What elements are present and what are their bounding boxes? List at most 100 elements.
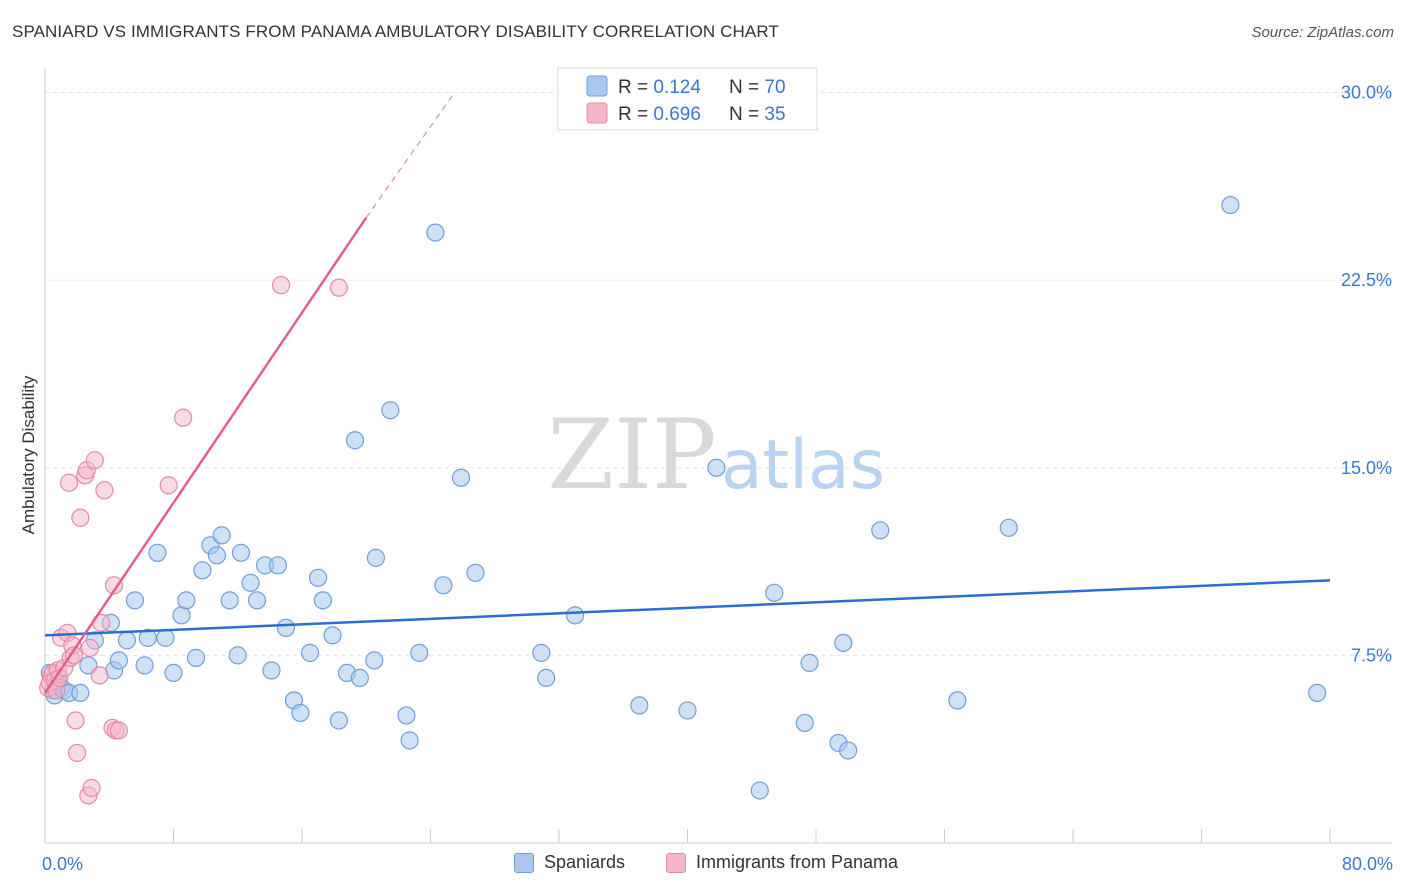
- spaniards-point: [1221, 195, 1240, 215]
- spaniards-point: [630, 696, 649, 715]
- panama-point: [80, 638, 100, 657]
- legend-r-value-2: 0.696: [653, 104, 701, 125]
- legend-n-value-1: 70: [764, 77, 785, 98]
- spaniards-point: [765, 583, 784, 602]
- spaniards-point: [300, 643, 320, 662]
- spaniards-point: [532, 643, 551, 662]
- spaniards-point: [138, 628, 157, 647]
- panama-point: [174, 408, 193, 427]
- legend-box: R = 0.124 N = 70 R = 0.696 N = 35: [557, 67, 818, 131]
- x-tick-label-max: 80.0%: [1342, 854, 1393, 874]
- legend-n-label-2: N =: [729, 104, 764, 125]
- gridlines: [45, 92, 1392, 656]
- y-tick-label: 15.0%: [1341, 458, 1392, 478]
- spaniards-point: [125, 591, 145, 610]
- spaniards-point: [109, 651, 128, 670]
- panama-points: [39, 276, 349, 805]
- spaniards-point: [345, 431, 365, 450]
- legend-label-spaniards: Spaniards: [544, 852, 626, 872]
- legend-n-label-1: N =: [729, 77, 764, 98]
- legend-swatch-spaniards: [514, 852, 534, 873]
- spaniards-points: [40, 195, 1327, 800]
- spaniards-point: [366, 548, 385, 567]
- watermark-zip: ZIP: [547, 399, 716, 511]
- spaniards-point: [228, 646, 247, 665]
- panama-point: [66, 711, 85, 730]
- spaniards-point: [323, 626, 342, 645]
- spaniards-point: [678, 701, 697, 720]
- spaniards-point: [329, 711, 349, 730]
- axes: [44, 68, 1392, 844]
- spaniards-point: [156, 628, 175, 647]
- panama-point: [109, 721, 128, 740]
- panama-point: [329, 278, 349, 297]
- chart-title: SPANIARD VS IMMIGRANTS FROM PANAMA AMBUL…: [12, 22, 779, 41]
- svg-text:N = 70: N = 70: [729, 77, 786, 98]
- spaniards-point: [212, 526, 231, 545]
- spaniards-point: [186, 648, 206, 667]
- panama-point: [90, 666, 109, 685]
- watermark-atlas: atlas: [721, 426, 885, 505]
- panama-trend-line: [43, 216, 368, 694]
- legend-box-swatch-blue: [586, 75, 608, 97]
- legend-item-panama[interactable]: Immigrants from Panama: [666, 852, 898, 873]
- y-tick-label: 22.5%: [1341, 270, 1392, 290]
- y-tick-label: 7.5%: [1351, 645, 1392, 665]
- spaniards-point: [750, 781, 769, 800]
- trend-lines: [43, 92, 1331, 694]
- spaniards-point: [247, 591, 267, 610]
- source-label: Source: ZipAtlas.com: [1251, 24, 1394, 41]
- spaniards-point: [71, 683, 90, 703]
- legend-r-value-1: 0.124: [653, 77, 701, 98]
- panama-point: [85, 451, 104, 470]
- spaniards-point: [172, 606, 191, 625]
- spaniards-point: [135, 656, 154, 675]
- legend-r-label-1: R =: [618, 77, 653, 98]
- spaniards-point: [466, 563, 485, 582]
- y-tick-label: 30.0%: [1341, 83, 1392, 103]
- spaniards-point: [795, 713, 814, 733]
- spaniards-point: [948, 691, 967, 710]
- panama-point: [272, 276, 291, 295]
- spaniards-point: [291, 703, 310, 723]
- spaniards-point: [276, 618, 296, 637]
- spaniards-point: [177, 591, 196, 610]
- spaniards-point: [1308, 683, 1327, 703]
- x-tick-label-min: 0.0%: [42, 854, 83, 874]
- svg-text:N = 35: N = 35: [729, 104, 786, 125]
- spaniards-point: [313, 591, 332, 610]
- panama-point: [68, 743, 87, 763]
- legend-n-value-2: 35: [764, 104, 785, 125]
- legend-r-label-2: R =: [618, 104, 653, 125]
- spaniards-point: [365, 651, 384, 670]
- spaniards-point: [207, 546, 226, 565]
- spaniards-point: [397, 706, 416, 725]
- spaniards-point: [231, 543, 251, 562]
- panama-point: [59, 473, 79, 492]
- spaniards-point: [148, 543, 167, 562]
- spaniards-point: [834, 633, 853, 652]
- spaniards-point: [410, 643, 429, 662]
- svg-text:R = 0.124: R = 0.124: [618, 77, 701, 98]
- spaniards-point: [308, 568, 328, 587]
- spaniards-point: [350, 668, 369, 687]
- spaniards-trend-line: [44, 579, 1331, 637]
- panama-point: [95, 481, 114, 500]
- y-axis-label: Ambulatory Disability: [19, 375, 38, 535]
- spaniards-point: [707, 458, 726, 477]
- svg-text:R = 0.696: R = 0.696: [618, 104, 701, 125]
- panama-point: [71, 508, 90, 527]
- legend-label-panama: Immigrants from Panama: [696, 852, 899, 872]
- spaniards-point: [839, 741, 858, 760]
- spaniards-point: [220, 591, 239, 610]
- panama-point: [159, 476, 178, 495]
- legend-box-swatch-pink: [586, 102, 608, 124]
- spaniards-point: [565, 606, 585, 625]
- spaniards-point: [241, 573, 260, 592]
- spaniards-point: [164, 663, 183, 682]
- legend-item-spaniards[interactable]: Spaniards: [514, 852, 625, 873]
- bottom-legend: Spaniards Immigrants from Panama: [0, 852, 1406, 878]
- spaniards-point: [426, 223, 445, 242]
- spaniards-point: [400, 731, 419, 750]
- spaniards-point: [193, 561, 212, 580]
